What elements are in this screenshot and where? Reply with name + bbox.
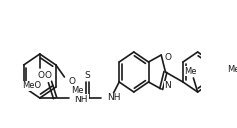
Text: O: O <box>45 71 52 79</box>
Text: Me: Me <box>71 87 84 95</box>
Text: MeO: MeO <box>22 82 41 90</box>
Text: O: O <box>165 54 172 62</box>
Text: S: S <box>84 71 90 79</box>
Text: NH: NH <box>107 93 120 103</box>
Text: O: O <box>37 72 44 81</box>
Text: Me: Me <box>227 65 237 73</box>
Text: N: N <box>165 82 171 90</box>
Text: O: O <box>69 77 76 87</box>
Text: Me: Me <box>185 67 197 76</box>
Text: NH: NH <box>75 94 88 104</box>
